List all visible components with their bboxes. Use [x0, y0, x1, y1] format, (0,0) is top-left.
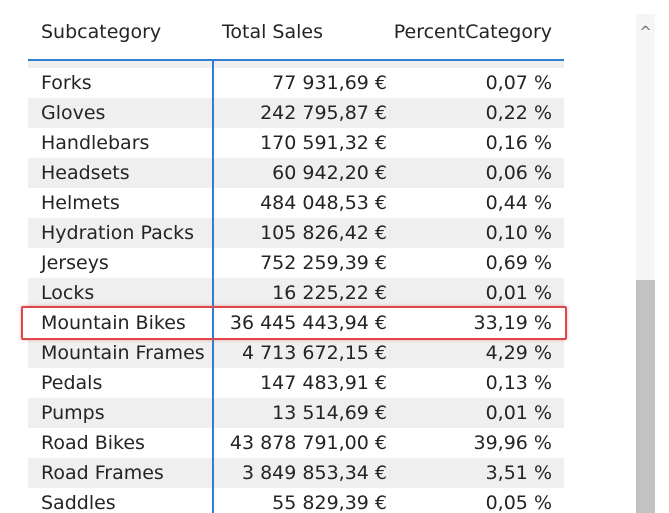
cell-subcategory: Forks: [41, 72, 92, 94]
cell-subcategory: Jerseys: [41, 252, 109, 274]
cell-subcategory: Locks: [41, 282, 95, 304]
cell-percent-category: 33,19 %: [473, 312, 553, 334]
table-row[interactable]: Headsets 60 942,20 € 0,06 %: [28, 158, 564, 188]
column-header-total-sales[interactable]: Total Sales: [222, 21, 323, 43]
cell-total-sales: 752 259,39 €: [260, 252, 387, 274]
cell-total-sales: 484 048,53 €: [260, 192, 387, 214]
table-row[interactable]: Pumps 13 514,69 € 0,01 %: [28, 398, 564, 428]
cell-total-sales: 43 878 791,00 €: [229, 432, 387, 454]
column-divider: [212, 60, 214, 513]
cell-total-sales: 3 849 853,34 €: [241, 462, 387, 484]
cell-subcategory: Pumps: [41, 402, 105, 424]
cell-total-sales: 242 795,87 €: [260, 102, 387, 124]
cell-percent-category: 0,13 %: [485, 372, 552, 394]
cell-percent-category: 0,69 %: [485, 252, 552, 274]
highlight-box: [21, 306, 567, 340]
cell-subcategory: Mountain Frames: [41, 342, 205, 364]
table-row[interactable]: Road Frames 3 849 853,34 € 3,51 %: [28, 458, 564, 488]
vertical-scrollbar[interactable]: ^: [636, 14, 655, 513]
chevron-up-icon[interactable]: ^: [639, 23, 652, 41]
cell-percent-category: 3,51 %: [485, 462, 552, 484]
column-header-percent-category[interactable]: PercentCategory: [393, 21, 552, 43]
cell-subcategory: Saddles: [41, 492, 116, 513]
cell-percent-category: 0,07 %: [485, 72, 552, 94]
cell-total-sales: 16 225,22 €: [272, 282, 387, 304]
cell-total-sales: 170 591,32 €: [260, 132, 387, 154]
cell-total-sales: 4 713 672,15 €: [241, 342, 387, 364]
cell-percent-category: 0,06 %: [485, 162, 552, 184]
cell-total-sales: 55 829,39 €: [272, 492, 387, 513]
table-row[interactable]: Jerseys 752 259,39 € 0,69 %: [28, 248, 564, 278]
table-row[interactable]: Gloves 242 795,87 € 0,22 %: [28, 98, 564, 128]
cell-percent-category: 0,05 %: [485, 492, 552, 513]
cell-total-sales: 36 445 443,94 €: [229, 312, 387, 334]
cell-subcategory: Headsets: [41, 162, 130, 184]
column-header-subcategory[interactable]: Subcategory: [41, 21, 162, 43]
table-row[interactable]: Saddles 55 829,39 € 0,05 %: [28, 488, 564, 513]
header-underline: [28, 59, 564, 61]
table-header: Subcategory Total Sales PercentCategory: [28, 0, 564, 60]
cell-subcategory: Gloves: [41, 102, 106, 124]
cell-total-sales: 147 483,91 €: [260, 372, 387, 394]
table-row[interactable]: Locks 16 225,22 € 0,01 %: [28, 278, 564, 308]
cell-percent-category: 0,44 %: [485, 192, 552, 214]
table-row[interactable]: Hydration Packs 105 826,42 € 0,10 %: [28, 218, 564, 248]
cell-subcategory: Handlebars: [41, 132, 150, 154]
cell-subcategory: Hydration Packs: [41, 222, 195, 244]
cell-total-sales: 13 514,69 €: [272, 402, 387, 424]
cell-percent-category: 39,96 %: [473, 432, 553, 454]
cell-total-sales: 60 942,20 €: [272, 162, 387, 184]
table-row[interactable]: Mountain Frames 4 713 672,15 € 4,29 %: [28, 338, 564, 368]
cell-percent-category: 0,01 %: [485, 402, 552, 424]
cell-percent-category: 0,10 %: [485, 222, 552, 244]
table-row[interactable]: Handlebars 170 591,32 € 0,16 %: [28, 128, 564, 158]
table-row[interactable]: Pedals 147 483,91 € 0,13 %: [28, 368, 564, 398]
cell-subcategory: Pedals: [41, 372, 103, 394]
table-row[interactable]: Road Bikes 43 878 791,00 € 39,96 %: [28, 428, 564, 458]
cell-percent-category: 0,01 %: [485, 282, 552, 304]
cell-total-sales: 105 826,42 €: [260, 222, 387, 244]
cell-total-sales: 77 931,69 €: [272, 72, 387, 94]
scrollbar-thumb[interactable]: [636, 280, 655, 513]
table-row[interactable]: Mountain Bikes 36 445 443,94 € 33,19 %: [28, 308, 564, 338]
table-row[interactable]: Helmets 484 048,53 € 0,44 %: [28, 188, 564, 218]
cell-percent-category: 0,16 %: [485, 132, 552, 154]
cell-subcategory: Road Frames: [41, 462, 164, 484]
cell-percent-category: 4,29 %: [485, 342, 552, 364]
cell-subcategory: Mountain Bikes: [41, 312, 186, 334]
table-row[interactable]: Forks 77 931,69 € 0,07 %: [28, 68, 564, 98]
cell-subcategory: Helmets: [41, 192, 120, 214]
cell-subcategory: Road Bikes: [41, 432, 145, 454]
cell-percent-category: 0,22 %: [485, 102, 552, 124]
